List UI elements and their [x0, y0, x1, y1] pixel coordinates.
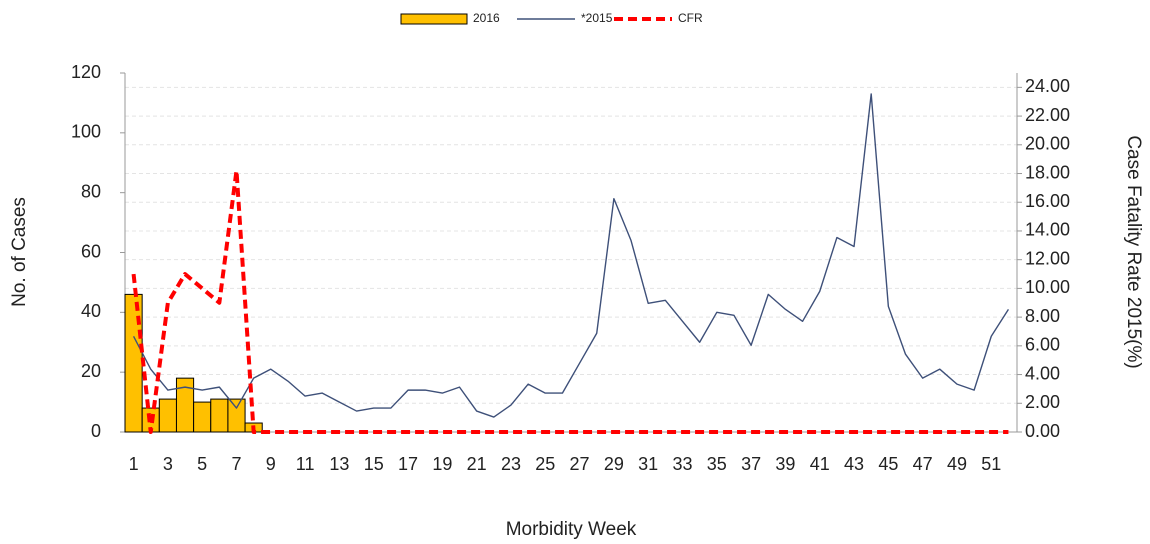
- x-tick-label: 23: [501, 454, 521, 474]
- x-tick-label: 3: [163, 454, 173, 474]
- y2-tick-label: 6.00: [1025, 335, 1060, 355]
- x-tick-label: 27: [570, 454, 590, 474]
- x-tick-label: 33: [672, 454, 692, 474]
- x-tick-label: 47: [913, 454, 933, 474]
- bar: [158, 398, 177, 433]
- y2-tick-label: 4.00: [1025, 363, 1060, 383]
- y2-tick-label: 10.00: [1025, 277, 1070, 297]
- y2-tick-label: 12.00: [1025, 248, 1070, 268]
- x-tick-label: 1: [129, 454, 139, 474]
- x-tick-label: 39: [775, 454, 795, 474]
- y2-tick-label: 14.00: [1025, 220, 1070, 240]
- x-tick-label: 21: [467, 454, 487, 474]
- legend-swatch: [400, 13, 468, 25]
- bar: [193, 401, 212, 433]
- legend-label: CFR: [678, 11, 703, 25]
- line: [132, 93, 1010, 418]
- x-tick-label: 19: [432, 454, 452, 474]
- x-tick-label: 13: [329, 454, 349, 474]
- y-axis-title: No. of Cases: [9, 197, 30, 307]
- bar: [124, 293, 143, 433]
- y2-tick-label: 0.00: [1025, 421, 1060, 441]
- x-tick-label: 17: [398, 454, 418, 474]
- y2-axis-title: Case Fatality Rate 2015(%): [1123, 135, 1144, 368]
- y2-tick-label: 22.00: [1025, 105, 1070, 125]
- bar: [210, 398, 229, 433]
- y2-tick-label: 8.00: [1025, 306, 1060, 326]
- x-tick-label: 15: [364, 454, 384, 474]
- y-tick-label: 100: [71, 122, 101, 142]
- x-tick-label: 29: [604, 454, 624, 474]
- x-tick-label: 35: [707, 454, 727, 474]
- y2-tick-label: 24.00: [1025, 76, 1070, 96]
- x-tick-label: 41: [810, 454, 830, 474]
- bar: [227, 398, 246, 433]
- y-tick-label: 0: [91, 421, 101, 441]
- x-tick-label: 49: [947, 454, 967, 474]
- y-tick-label: 120: [71, 62, 101, 82]
- y-tick-label: 60: [81, 241, 101, 261]
- x-tick-label: 51: [981, 454, 1001, 474]
- y-tick-label: 80: [81, 181, 101, 201]
- cfr-line: [131, 168, 1009, 434]
- x-tick-label: 25: [535, 454, 555, 474]
- y2-tick-label: 16.00: [1025, 191, 1070, 211]
- bar: [175, 377, 195, 433]
- x-tick-label: 7: [231, 454, 241, 474]
- y-tick-label: 20: [81, 361, 101, 381]
- legend-label: *2015: [581, 11, 613, 25]
- x-tick-label: 11: [296, 454, 315, 474]
- y2-tick-label: 20.00: [1025, 134, 1070, 154]
- y-tick-label: 40: [81, 301, 101, 321]
- x-tick-label: 5: [197, 454, 207, 474]
- x-axis-title: Morbidity Week: [506, 519, 637, 540]
- legend-label: 2016: [473, 11, 500, 25]
- y2-tick-label: 18.00: [1025, 162, 1070, 182]
- x-tick-label: 31: [638, 454, 658, 474]
- x-tick-label: 37: [741, 454, 761, 474]
- y2-tick-label: 2.00: [1025, 392, 1060, 412]
- x-tick-label: 43: [844, 454, 864, 474]
- x-tick-label: 9: [266, 454, 276, 474]
- x-tick-label: 45: [878, 454, 898, 474]
